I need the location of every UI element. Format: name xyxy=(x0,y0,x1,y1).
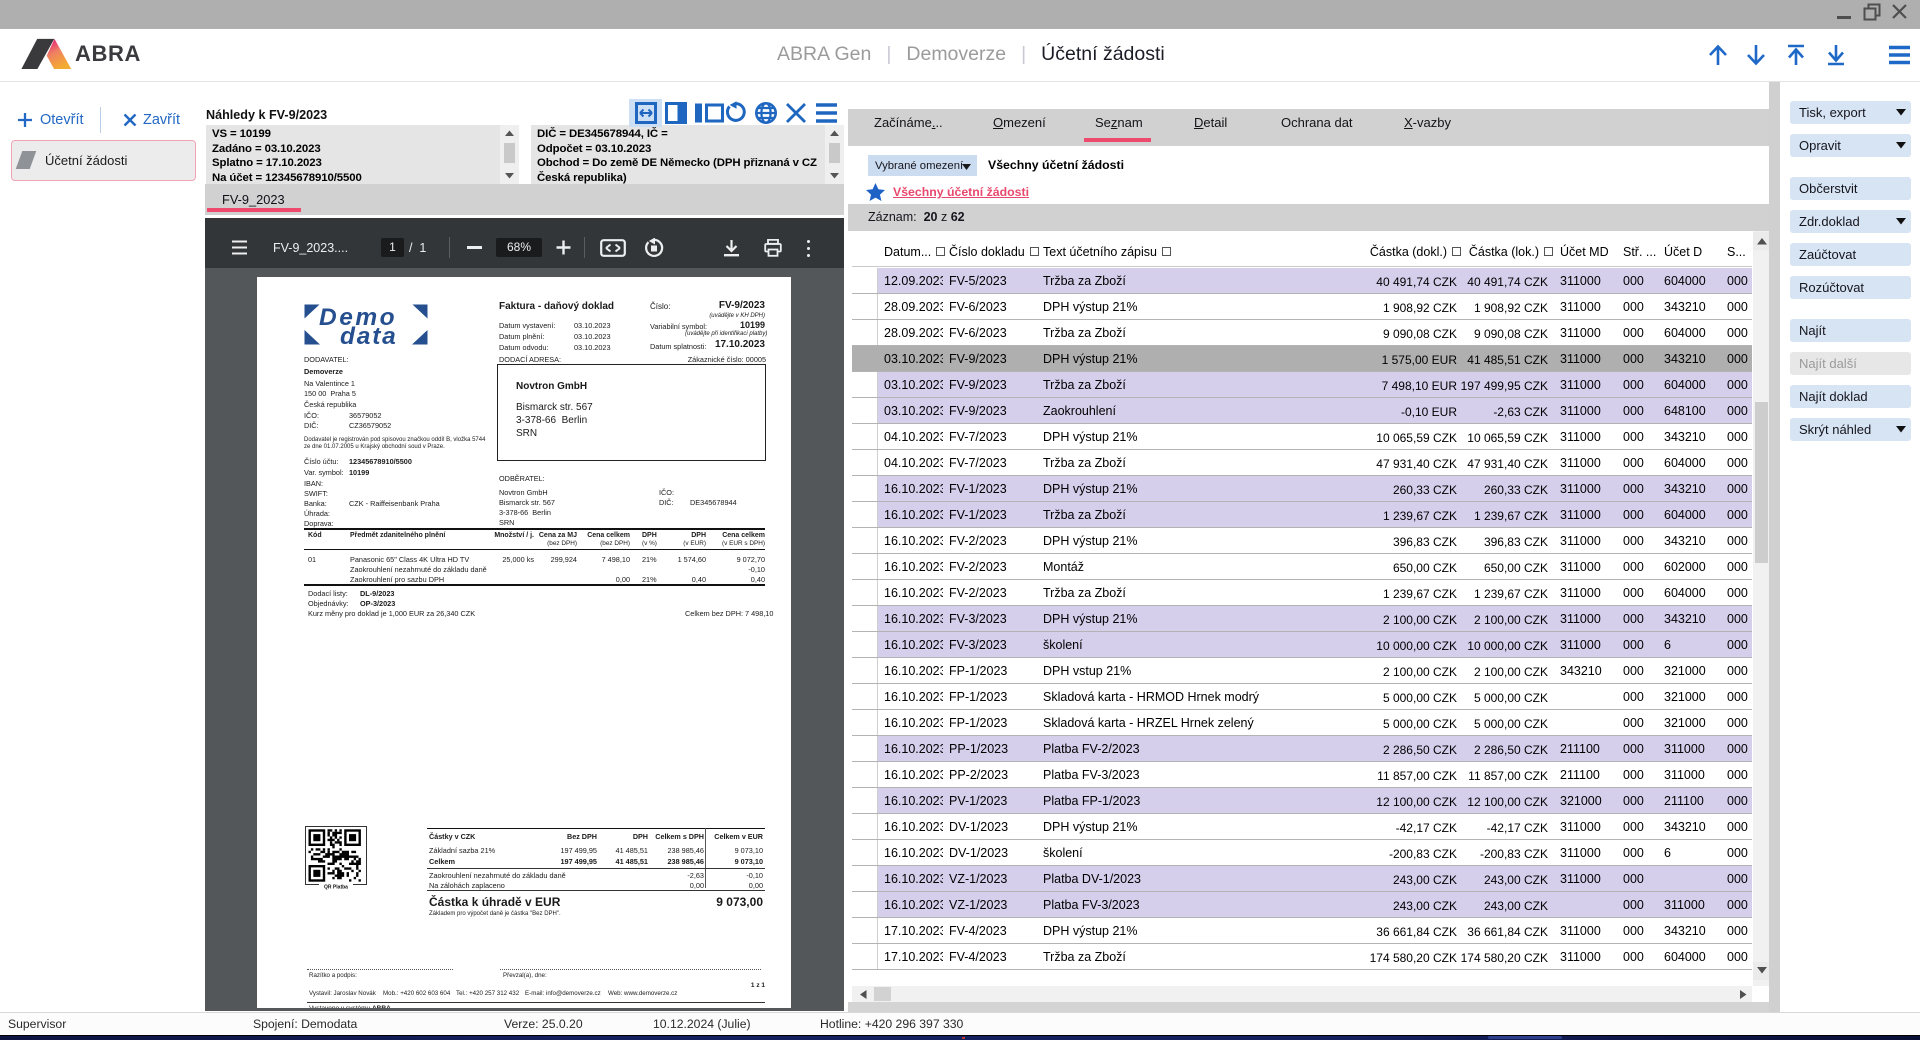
svg-text:data: data xyxy=(340,323,398,346)
svg-text:QR Platba: QR Platba xyxy=(324,885,348,891)
svg-text:Demo: Demo xyxy=(319,304,397,331)
